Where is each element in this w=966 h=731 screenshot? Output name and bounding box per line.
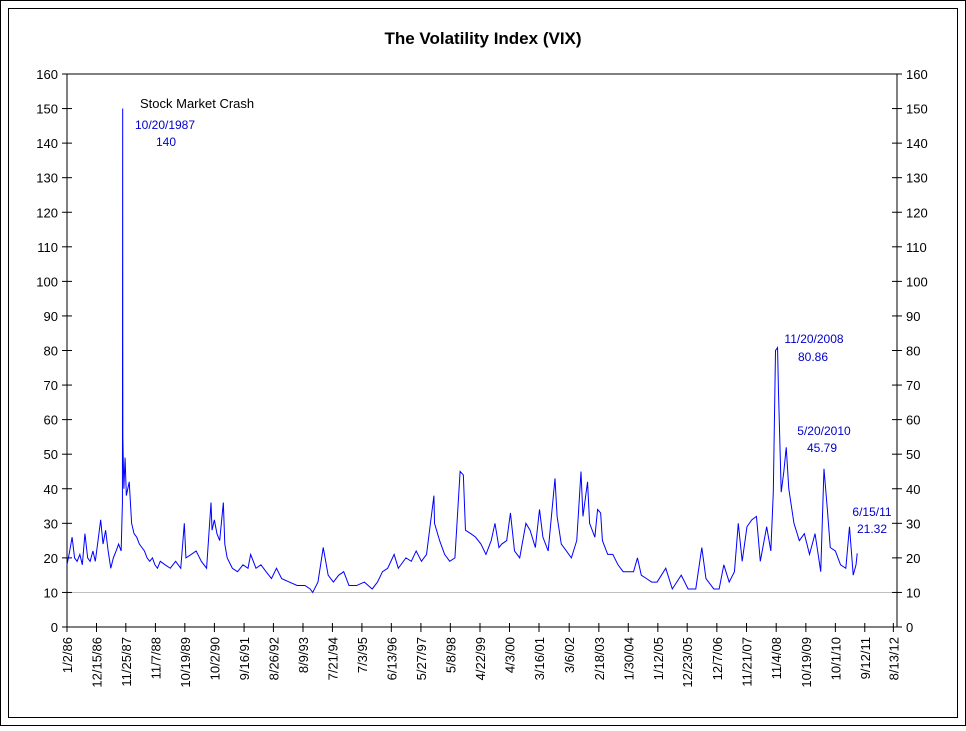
x-tick-label: 8/13/12 <box>886 637 901 680</box>
y-tick-label: 110 <box>37 240 58 255</box>
x-tick-label: 1/12/05 <box>651 637 666 680</box>
y2-tick-label: 0 <box>906 620 913 635</box>
x-tick-label: 10/1/10 <box>828 637 843 680</box>
y-tick-label: 90 <box>44 309 58 324</box>
y2-tick-label: 110 <box>906 240 927 255</box>
annotation: 10/20/1987 <box>135 118 195 132</box>
annotation: Stock Market Crash <box>140 96 254 111</box>
x-tick-label: 7/3/95 <box>355 637 370 673</box>
x-tick-label: 10/19/89 <box>178 637 193 688</box>
x-tick-label: 5/27/97 <box>414 637 429 680</box>
x-tick-label: 4/22/99 <box>473 637 488 680</box>
y2-tick-label: 100 <box>906 274 928 289</box>
y2-tick-label: 160 <box>906 67 928 82</box>
annotation: 5/20/2010 <box>797 424 851 438</box>
x-tick-label: 10/2/90 <box>207 637 222 680</box>
x-tick-label: 11/21/07 <box>740 637 755 687</box>
y-tick-label: 10 <box>44 585 58 600</box>
x-tick-label: 11/25/87 <box>119 637 134 687</box>
vix-line <box>66 108 858 594</box>
y2-tick-label: 40 <box>906 482 920 497</box>
y2-tick-label: 150 <box>906 102 928 117</box>
x-tick-label: 3/6/02 <box>562 637 577 673</box>
y2-tick-label: 30 <box>906 516 920 531</box>
x-tick-label: 12/23/05 <box>680 637 695 688</box>
x-tick-label: 6/13/96 <box>384 637 399 680</box>
x-tick-label: 8/9/93 <box>296 637 311 673</box>
y2-tick-label: 70 <box>906 378 920 393</box>
x-tick-label: 10/19/09 <box>799 637 814 688</box>
y-tick-label: 100 <box>36 274 58 289</box>
x-tick-label: 12/7/06 <box>710 637 725 680</box>
y2-tick-label: 80 <box>906 344 920 359</box>
y2-tick-label: 60 <box>906 413 920 428</box>
y-tick-label: 20 <box>44 551 58 566</box>
y-tick-label: 50 <box>44 447 58 462</box>
x-tick-label: 3/16/01 <box>532 637 547 680</box>
x-tick-label: 8/26/92 <box>266 637 281 680</box>
annotation: 140 <box>156 135 176 149</box>
inner-frame <box>8 8 958 718</box>
y2-tick-label: 10 <box>906 585 920 600</box>
y-tick-label: 130 <box>36 171 58 186</box>
y-tick-label: 140 <box>36 136 58 151</box>
y-tick-label: 150 <box>36 102 58 117</box>
x-tick-label: 5/8/98 <box>443 637 458 673</box>
x-tick-label: 9/12/11 <box>858 637 873 679</box>
y-tick-label: 40 <box>44 482 58 497</box>
y2-tick-label: 130 <box>906 171 928 186</box>
x-tick-label: 11/4/08 <box>769 637 784 679</box>
x-tick-label: 12/15/86 <box>90 637 105 688</box>
y2-tick-label: 140 <box>906 136 928 151</box>
y2-tick-label: 20 <box>906 551 920 566</box>
annotation: 11/20/2008 <box>784 332 843 346</box>
y2-tick-label: 50 <box>906 447 920 462</box>
x-tick-label: 2/18/03 <box>592 637 607 680</box>
y-tick-label: 0 <box>51 620 58 635</box>
annotation: 6/15/11 <box>852 505 891 519</box>
y2-tick-label: 120 <box>906 205 928 220</box>
y-tick-label: 60 <box>44 413 58 428</box>
x-tick-label: 1/2/86 <box>60 637 75 673</box>
y-tick-label: 30 <box>44 516 58 531</box>
x-tick-label: 1/30/04 <box>621 637 636 680</box>
y-tick-label: 80 <box>44 344 58 359</box>
x-tick-label: 4/3/00 <box>503 637 518 673</box>
annotation: 21.32 <box>857 522 887 536</box>
y-tick-label: 70 <box>44 378 58 393</box>
annotation: 45.79 <box>807 441 837 455</box>
x-tick-label: 11/7/88 <box>148 637 163 679</box>
annotation: 80.86 <box>798 350 828 364</box>
y2-tick-label: 90 <box>906 309 920 324</box>
x-tick-label: 7/21/94 <box>325 637 340 680</box>
x-tick-label: 9/16/91 <box>237 637 252 680</box>
chart-title: The Volatility Index (VIX) <box>384 29 581 48</box>
y-tick-label: 160 <box>36 67 58 82</box>
y-tick-label: 120 <box>36 205 58 220</box>
